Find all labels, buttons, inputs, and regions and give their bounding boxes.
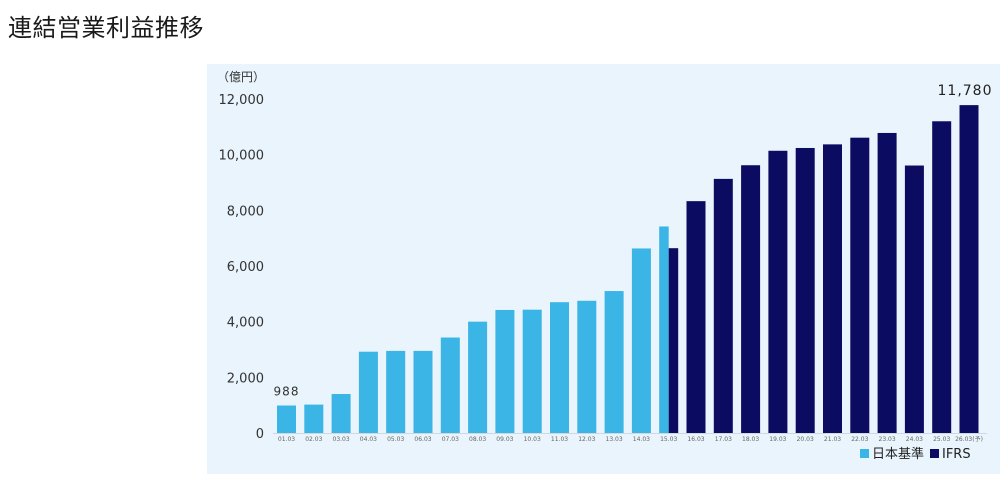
bar-ifrs	[668, 248, 679, 433]
bar-japan-gaap	[522, 309, 542, 433]
x-tick-label: 12.03	[578, 436, 595, 443]
y-unit-label: （億円）	[217, 70, 265, 84]
y-tick-label: 2,000	[227, 371, 264, 386]
legend-label: IFRS	[942, 447, 971, 462]
chart-panel: （億円） 0 2,000 4,000 6,000 8,000 10,000 12,000 01.…	[207, 64, 1000, 474]
x-tick-label: 11.03	[551, 436, 568, 443]
x-tick-label: 04.03	[360, 436, 377, 443]
bar-japan-gaap	[631, 248, 651, 433]
x-tick-label: 09.03	[496, 436, 513, 443]
legend-swatch	[930, 449, 939, 458]
x-tick-label: 20.03	[797, 436, 814, 443]
bar-ifrs	[877, 132, 897, 433]
bar-japan-gaap	[358, 351, 378, 433]
x-tick-label: 22.03	[851, 436, 868, 443]
bar-ifrs	[713, 178, 733, 433]
x-tick-label: 05.03	[387, 436, 404, 443]
bar-ifrs	[741, 165, 761, 433]
bar-japan-gaap	[495, 309, 515, 433]
bar-japan-gaap	[468, 321, 488, 433]
bar-ifrs	[823, 144, 842, 433]
bar-japan-gaap	[304, 404, 324, 433]
bar-japan-gaap	[331, 394, 351, 433]
bar-japan-gaap	[386, 350, 406, 433]
operating-profit-chart: （億円） 0 2,000 4,000 6,000 8,000 10,000 12,000 01.…	[217, 70, 993, 462]
x-tick-label: 15.03	[660, 436, 677, 443]
bar-ifrs	[904, 165, 924, 433]
x-tick-label: 23.03	[879, 436, 896, 443]
bar-japan-gaap	[659, 226, 669, 433]
bar-ifrs	[768, 150, 788, 433]
x-tick-label: 25.03	[933, 436, 950, 443]
y-tick-label: 8,000	[227, 204, 264, 219]
x-tick-label: 21.03	[824, 436, 841, 443]
legend-swatch	[860, 449, 869, 458]
x-tick-label: 07.03	[442, 436, 459, 443]
x-tick-label: 19.03	[769, 436, 786, 443]
x-tick-label: 10.03	[524, 436, 541, 443]
x-tick-label: 17.03	[715, 436, 732, 443]
x-tick-label: 06.03	[414, 436, 431, 443]
x-tick-label: 03.03	[333, 436, 350, 443]
y-tick-label: 0	[256, 427, 264, 442]
bar-japan-gaap	[440, 337, 460, 433]
x-tick-label: 24.03	[906, 436, 923, 443]
x-tick-label: 26.03(予)	[955, 435, 983, 443]
x-tick-label: 01.03	[278, 436, 295, 443]
x-tick-label: 08.03	[469, 436, 486, 443]
x-tick-label: 16.03	[687, 436, 704, 443]
x-tick-label: 13.03	[606, 436, 623, 443]
bar-japan-gaap	[604, 291, 624, 433]
bar-ifrs	[850, 137, 870, 433]
y-tick-label: 6,000	[227, 260, 264, 275]
legend-label: 日本基準	[872, 446, 924, 462]
x-tick-label: 14.03	[633, 436, 650, 443]
bar-ifrs	[932, 121, 952, 433]
y-tick-label: 4,000	[227, 316, 264, 331]
page-title: 連結営業利益推移	[8, 14, 204, 42]
bar-japan-gaap	[577, 300, 597, 433]
bar-ifrs	[959, 105, 979, 433]
y-tick-label: 12,000	[219, 93, 265, 108]
data-label: 11,780	[938, 83, 993, 99]
bar-ifrs	[795, 147, 815, 433]
bar-japan-gaap	[277, 405, 296, 433]
bar-japan-gaap	[413, 350, 433, 433]
x-tick-label: 18.03	[742, 436, 759, 443]
bar-japan-gaap	[550, 302, 569, 433]
data-label: 988	[274, 385, 300, 399]
x-tick-label: 02.03	[305, 436, 322, 443]
bar-ifrs	[686, 201, 706, 433]
y-tick-label: 10,000	[219, 149, 265, 164]
